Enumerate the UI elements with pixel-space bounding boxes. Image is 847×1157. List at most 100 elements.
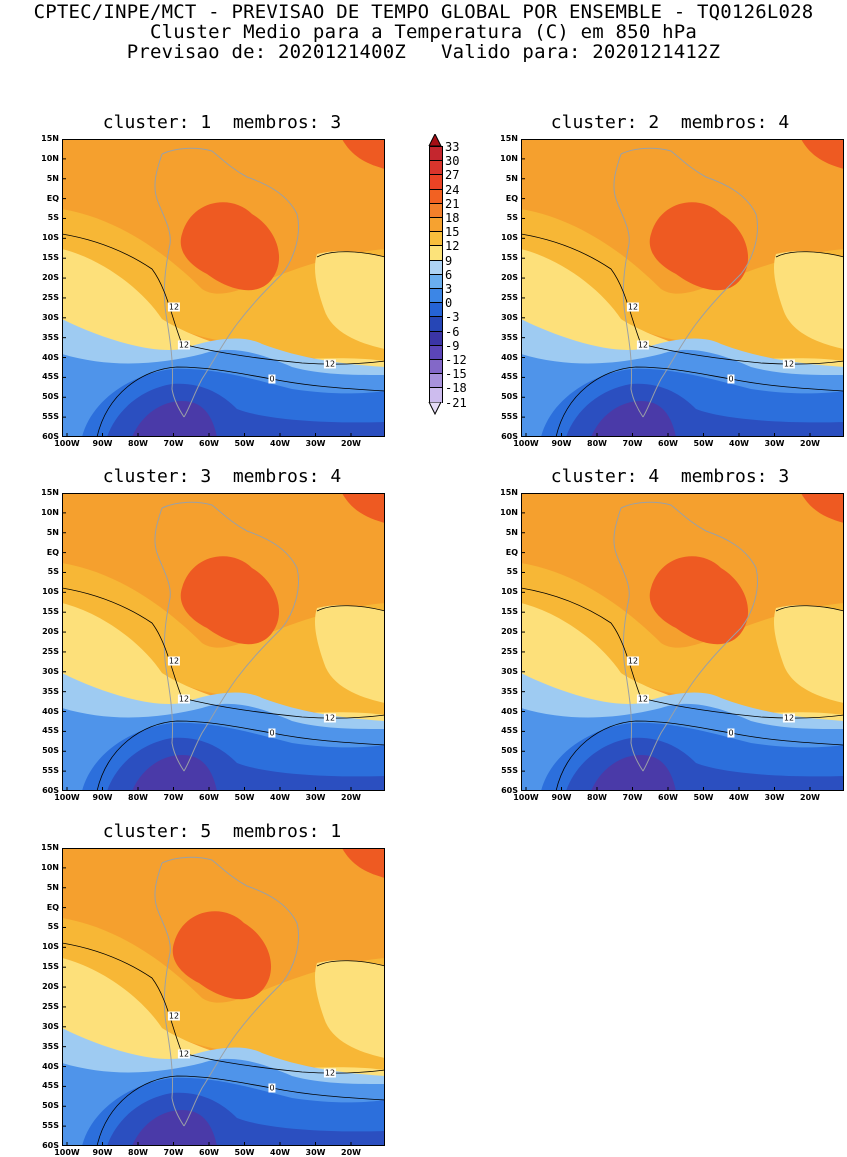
lon-tick-label: 60W [199, 1148, 219, 1157]
lat-tick-label: 45S [42, 1081, 59, 1091]
cluster-map: 12 12 12 0 15N 10N 5N EQ 5S 10S 15S 20S 25S 30S 35S 40S… [500, 135, 844, 448]
lon-tick-label: 100W [54, 1148, 80, 1157]
contour-label: 12 [323, 713, 337, 723]
lat-tick-label: 55S [42, 412, 59, 422]
cluster-map: 12 12 12 0 15N 10N 5N EQ 5S 10S 15S 20S 25S 30S 35S 40S… [41, 844, 385, 1157]
lat-tick-label: 45S [501, 726, 518, 736]
colorbar-label: 30 [445, 154, 460, 169]
colorbar-segment [429, 316, 443, 332]
lat-tick-label: 15N [500, 134, 518, 143]
colorbar-label: 27 [445, 168, 460, 183]
lon-tick-label: 70W [163, 793, 184, 802]
lat-tick-label: 50S [501, 746, 518, 756]
lat-tick-label: 50S [501, 392, 518, 402]
lon-tick-label: 90W [92, 439, 113, 448]
header-line-3: Previsao de: 2020121400Z Valido para: 20… [126, 41, 721, 63]
lat-tick-label: 55S [42, 1121, 59, 1131]
lat-tick-label: 5N [46, 527, 59, 537]
lon-tick-label: 100W [54, 793, 80, 802]
panel-title: cluster: 3 membros: 4 [102, 466, 342, 487]
lat-tick-label: 30S [501, 666, 518, 676]
lon-tick-label: 90W [551, 439, 572, 448]
contour-label: 0 [727, 728, 735, 738]
lon-tick-label: 40W [270, 439, 290, 448]
colorbar-segment [429, 330, 443, 346]
lat-tick-label: EQ [46, 547, 59, 557]
lon-tick-label: 80W [587, 439, 607, 448]
lat-tick-label: 5N [46, 173, 59, 183]
lon-tick-label: 20W [341, 793, 361, 802]
lat-tick-label: 15N [500, 488, 518, 497]
colorbar-segment [429, 302, 443, 318]
contour-label: 12 [782, 713, 796, 723]
lon-tick-label: 80W [128, 439, 148, 448]
colorbar-segment [429, 245, 443, 261]
lat-tick-label: 15S [501, 253, 518, 263]
colorbar-label: 21 [445, 196, 460, 211]
lat-tick-label: 40S [42, 352, 59, 362]
lon-tick-label: 40W [270, 793, 290, 802]
lat-tick-label: 60S [42, 786, 59, 795]
lon-tick-label: 60W [199, 439, 219, 448]
cluster-map: 12 12 12 0 15N 10N 5N EQ 5S 10S 15S 20S 25S 30S 35S 40S… [41, 489, 385, 802]
contour-label: 12 [636, 694, 650, 704]
lon-tick-label: 100W [513, 793, 539, 802]
temperature-field [521, 139, 844, 437]
lon-tick-label: 30W [305, 439, 326, 448]
lon-tick-label: 70W [163, 439, 184, 448]
cluster-map: 12 12 12 0 15N 10N 5N EQ 5S 10S 15S 20S 25S 30S 35S 40S… [500, 489, 844, 802]
lon-tick-label: 20W [800, 793, 820, 802]
lon-tick-label: 80W [587, 793, 607, 802]
colorbar-segment [429, 259, 443, 275]
lat-tick-label: 10N [41, 507, 59, 517]
lat-tick-label: 5N [505, 527, 518, 537]
lat-tick-label: 15S [42, 253, 59, 263]
lat-tick-label: 45S [42, 726, 59, 736]
lat-tick-label: 15S [501, 607, 518, 617]
lon-tick-label: 70W [622, 793, 643, 802]
colorbar-label: -3 [445, 310, 460, 325]
lat-tick-label: 5S [506, 213, 518, 223]
colorbar-segment [429, 373, 443, 389]
lat-tick-label: 25S [42, 292, 59, 302]
colorbar-label: 6 [445, 267, 453, 282]
lat-tick-label: 20S [501, 627, 518, 637]
temperature-field [62, 139, 385, 437]
temperature-field [62, 493, 385, 791]
lat-tick-label: 15S [42, 962, 59, 972]
colorbar-segment [429, 202, 443, 218]
lon-tick-label: 50W [693, 439, 714, 448]
lon-tick-label: 20W [341, 439, 361, 448]
contour-label: 12 [323, 359, 337, 369]
lat-tick-label: 10N [41, 862, 59, 872]
colorbar-segment [429, 288, 443, 304]
colorbar-segment [429, 231, 443, 247]
lon-tick-label: 30W [305, 1148, 326, 1157]
lat-tick-label: 5N [505, 173, 518, 183]
lat-tick-label: 5S [47, 213, 59, 223]
lat-tick-label: 20S [42, 273, 59, 283]
colorbar-label: -18 [445, 381, 467, 396]
lat-tick-label: 45S [501, 372, 518, 382]
colorbar-segment [429, 359, 443, 375]
colorbar-segment [429, 273, 443, 289]
lon-tick-label: 60W [658, 793, 678, 802]
temperature-field [62, 848, 385, 1146]
colorbar-label: 3 [445, 282, 453, 296]
lon-tick-label: 90W [92, 1148, 113, 1157]
lat-tick-label: 30S [42, 666, 59, 676]
lat-tick-label: 5S [506, 567, 518, 577]
lat-tick-label: 5N [46, 882, 59, 892]
lat-tick-label: 40S [501, 706, 518, 716]
lat-tick-label: 55S [501, 412, 518, 422]
lat-tick-label: 35S [501, 332, 518, 342]
lat-tick-label: 60S [42, 432, 59, 441]
colorbar-segment [429, 188, 443, 204]
colorbar-bottom-arrow [428, 401, 442, 415]
lon-tick-label: 60W [658, 439, 678, 448]
colorbar-label: -21 [445, 395, 467, 410]
lat-tick-label: EQ [505, 547, 518, 557]
lat-tick-label: 25S [42, 646, 59, 656]
lat-tick-label: 55S [501, 766, 518, 776]
contour-label: 12 [323, 1068, 337, 1078]
